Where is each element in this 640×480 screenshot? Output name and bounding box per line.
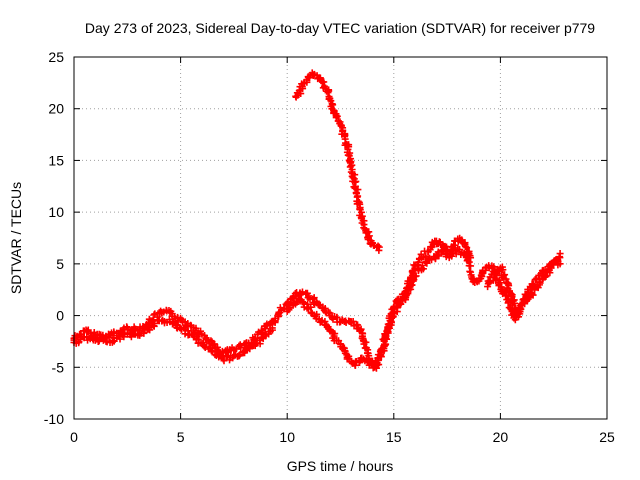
data-point xyxy=(235,351,243,359)
data-point xyxy=(375,246,383,254)
data-point xyxy=(377,346,385,354)
series-arc-mid-b xyxy=(283,245,475,372)
data-point xyxy=(203,336,211,344)
data-point xyxy=(309,295,317,303)
data-point xyxy=(422,252,430,260)
data-point xyxy=(220,357,228,365)
data-point xyxy=(116,335,124,343)
series-tail-b xyxy=(484,256,564,318)
x-tick-label: 20 xyxy=(493,429,509,445)
data-point xyxy=(556,260,564,268)
y-tick-label: -10 xyxy=(44,411,64,427)
data-point xyxy=(418,261,426,269)
x-tick-label: 0 xyxy=(70,429,78,445)
data-point xyxy=(529,280,537,288)
data-point xyxy=(341,347,349,355)
data-point xyxy=(374,242,382,250)
data-point xyxy=(397,297,405,305)
data-point xyxy=(324,89,332,97)
data-point xyxy=(333,337,341,345)
y-tick-label: 15 xyxy=(48,152,64,168)
data-point xyxy=(306,74,314,82)
data-point xyxy=(200,342,208,350)
y-tick-label: -5 xyxy=(52,359,65,375)
y-tick-label: 10 xyxy=(48,204,64,220)
series-arc-upper xyxy=(292,69,383,254)
data-point xyxy=(298,288,306,296)
data-point xyxy=(336,118,344,126)
x-tick-label: 25 xyxy=(599,429,615,445)
data-point xyxy=(207,337,215,345)
y-tick-label: 5 xyxy=(56,256,64,272)
data-point xyxy=(502,275,510,283)
data-point xyxy=(490,271,498,279)
data-point xyxy=(237,344,245,352)
data-point xyxy=(407,285,415,293)
data-point xyxy=(419,265,427,273)
data-point xyxy=(360,340,368,348)
axis-ticks: 0 5 10 15 20 25 -10 -5 0 5 10 15 20 25 xyxy=(44,49,615,445)
data-point xyxy=(466,267,474,275)
data-point xyxy=(556,250,564,258)
series-track-band xyxy=(70,316,276,365)
x-tick-label: 5 xyxy=(177,429,185,445)
data-point xyxy=(299,85,307,93)
data-point xyxy=(194,335,202,343)
data-point xyxy=(360,355,368,363)
data-point xyxy=(412,272,420,280)
data-point xyxy=(354,186,362,194)
data-point xyxy=(529,291,537,299)
data-point xyxy=(189,331,197,339)
data-point xyxy=(365,232,373,240)
y-tick-label: 20 xyxy=(48,101,64,117)
data-point xyxy=(463,244,471,252)
grid-lines xyxy=(74,57,607,419)
plot-frame xyxy=(73,56,608,420)
data-points xyxy=(70,69,564,372)
data-point xyxy=(461,243,469,251)
y-axis-label: SDTVAR / TECUs xyxy=(8,182,24,294)
data-point xyxy=(518,300,526,308)
data-point xyxy=(519,296,527,304)
y-tick-label: 25 xyxy=(48,49,64,65)
data-point xyxy=(467,271,475,279)
x-tick-label: 15 xyxy=(386,429,402,445)
x-axis-label: GPS time / hours xyxy=(287,458,394,474)
data-point xyxy=(439,246,447,254)
y-tick-label: 0 xyxy=(56,308,64,324)
chart-title: Day 273 of 2023, Sidereal Day-to-day VTE… xyxy=(85,20,595,36)
data-point xyxy=(359,217,367,225)
x-tick-label: 10 xyxy=(279,429,295,445)
